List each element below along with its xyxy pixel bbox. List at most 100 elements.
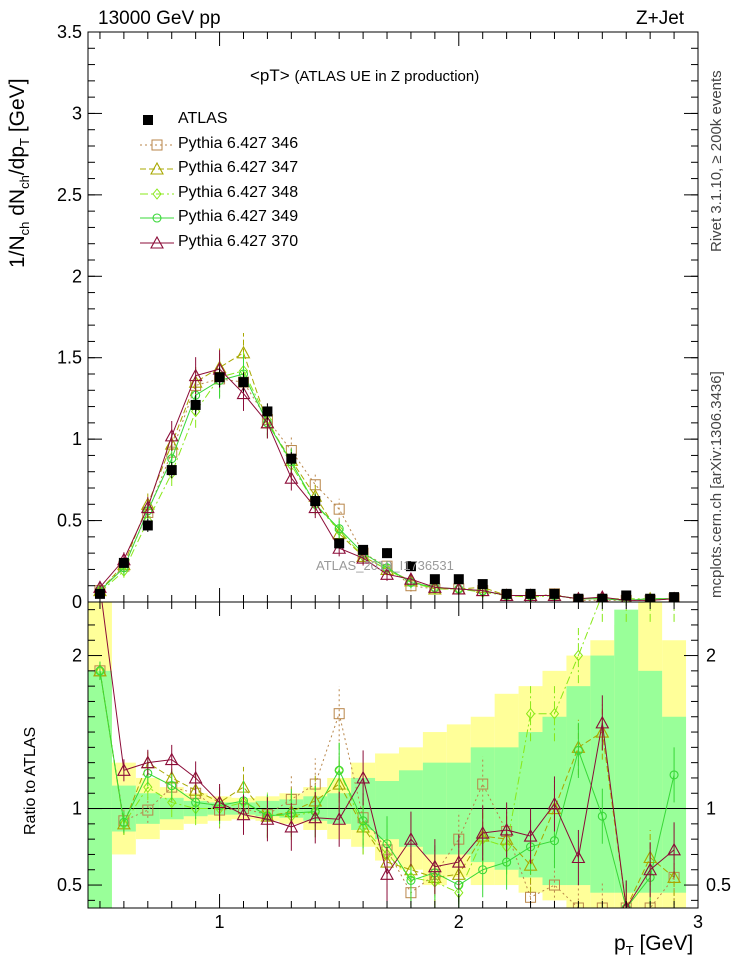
series-3-point: [119, 565, 129, 577]
y-tick-label-ratio: 0.5: [57, 875, 82, 895]
legend-marker: [151, 139, 163, 150]
x-tick-label: 1: [215, 912, 225, 932]
series-5-ratio-point: [523, 828, 538, 842]
mcplots-label: mcplots.cern.ch [arXiv:1306.3436]: [708, 371, 725, 598]
series-5-point: [188, 368, 203, 382]
series-5-ratio-point: [404, 832, 418, 845]
atlas-point: [382, 548, 393, 559]
ratio-panel-frame: [87, 601, 699, 909]
series-5-ratio-point: [547, 796, 562, 810]
series-5-ratio-point: [236, 807, 251, 821]
series-2-ratio-point: [667, 870, 682, 883]
series-5-ratio-point: [475, 825, 490, 839]
y-tick-label-main: 1.5: [57, 348, 82, 368]
y-tick-label-main: 0.5: [57, 511, 82, 531]
atlas-point: [94, 588, 105, 599]
y-tick-label-main: 3.5: [57, 22, 82, 42]
series-5-ratio-point: [140, 755, 155, 769]
y-tick-label-ratio-right: 2: [706, 646, 716, 666]
legend-symbol: [140, 139, 174, 150]
series-5-point: [260, 415, 275, 429]
series-4-ratio-point: [191, 797, 201, 807]
series-5-ratio-point: [643, 862, 658, 876]
series-5-ratio-point: [260, 812, 275, 825]
analysis-watermark: ATLAS_2019_I1736531: [316, 558, 454, 573]
series-5-ratio-point: [356, 770, 371, 784]
atlas-point: [405, 561, 416, 572]
series-3-ratio-point: [573, 649, 584, 662]
series-4-point: [334, 524, 344, 534]
series-5-ratio-point: [116, 763, 131, 776]
band-green-bin: [566, 686, 591, 886]
legend-item: Pythia 6.427 346: [140, 133, 340, 157]
legend-item: Pythia 6.427 349: [140, 206, 340, 230]
legend-symbol: [143, 115, 153, 125]
band-green-bin: [590, 655, 615, 893]
legend-label: Pythia 6.427 348: [178, 183, 299, 201]
atlas-point: [310, 496, 321, 507]
legend-marker: [152, 187, 162, 200]
series-5-ratio-point: [499, 822, 514, 836]
series-5-ratio-point: [284, 819, 299, 833]
y-tick-label-main: 2: [72, 266, 82, 286]
series-5-ratio-point: [427, 859, 442, 873]
series-3-ratio-point: [143, 781, 153, 793]
atlas-point: [190, 399, 201, 410]
legend-label: Pythia 6.427 370: [178, 232, 299, 250]
series-5-point: [356, 550, 371, 564]
atlas-point: [214, 372, 225, 383]
series-4-ratio-point: [597, 811, 607, 821]
y-axis-label-main: 1/Nch dNch/dpT [GeV]: [6, 78, 33, 268]
legend-label: ATLAS: [178, 110, 228, 127]
x-tick-label: 3: [693, 912, 703, 932]
series-1-ratio-point: [333, 708, 345, 720]
series-4-ratio-point: [478, 865, 488, 875]
legend-item: Pythia 6.427 348: [140, 182, 340, 206]
atlas-point: [166, 465, 177, 476]
plot-title-main: <pT>: [250, 66, 290, 85]
series-5-ratio-point: [188, 770, 203, 784]
series-3-ratio-point: [167, 796, 177, 809]
y-tick-label-ratio-right: 1: [706, 799, 716, 819]
energy-label: 13000 GeV pp: [98, 8, 221, 29]
series-5-ratio-point: [380, 867, 394, 880]
legend-symbol: [140, 187, 174, 200]
series-5-point: [284, 471, 299, 484]
legend-marker: [150, 235, 164, 249]
series-5-ratio-point: [332, 812, 347, 825]
atlas-point: [334, 538, 345, 549]
band-green-bin: [375, 781, 399, 840]
legend-item: Pythia 6.427 347: [140, 157, 340, 181]
y-axis-label-ratio: Ratio to ATLAS: [22, 726, 39, 835]
band-green-bin: [662, 716, 687, 893]
series-5-ratio-point: [595, 715, 610, 729]
series-5-point: [404, 572, 418, 585]
series-4-ratio-point: [406, 875, 416, 886]
y-tick-label-main: 0: [72, 592, 82, 612]
ratio-panel-plot: [88, 602, 698, 908]
plot-title: <pT> (ATLAS UE in Z production): [250, 66, 479, 86]
legend-marker: [152, 213, 162, 223]
atlas-point: [358, 544, 369, 555]
series-5-ratio-point: [164, 752, 179, 766]
series-5-point: [427, 580, 442, 593]
atlas-point: [525, 588, 536, 599]
process-label: Z+Jet: [636, 8, 685, 29]
legend-symbol: [140, 235, 174, 249]
atlas-point: [142, 520, 153, 531]
rivet-label: Rivet 3.1.10, ≥ 200k events: [708, 70, 725, 252]
y-tick-label-ratio-right: 0.5: [706, 875, 731, 895]
legend-marker: [143, 115, 153, 125]
atlas-point: [501, 588, 512, 599]
series-1-point: [333, 503, 345, 515]
series-5-point: [380, 567, 394, 580]
atlas-point: [549, 588, 560, 599]
series-5-point: [140, 500, 155, 514]
series-4-ratio-point: [669, 770, 679, 780]
x-axis-label: pT [GeV]: [614, 932, 694, 959]
series-5-ratio-point: [451, 854, 466, 868]
atlas-point: [262, 406, 273, 417]
legend-label: Pythia 6.427 347: [178, 159, 299, 176]
legend-marker: [150, 161, 164, 175]
